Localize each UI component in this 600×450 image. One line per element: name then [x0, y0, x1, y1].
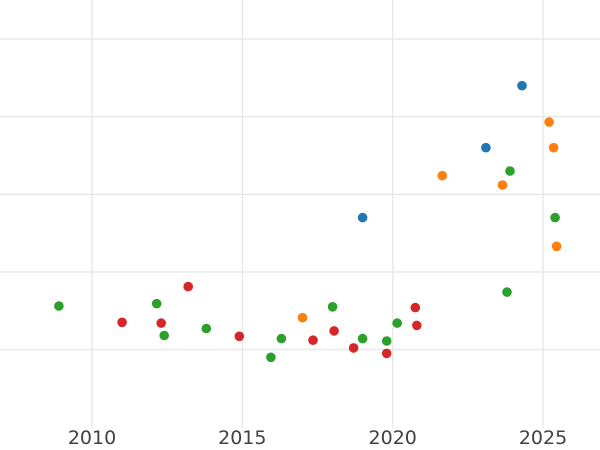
- scatter-point-green: [54, 301, 64, 311]
- x-tick-label: 2020: [369, 427, 417, 449]
- scatter-point-orange: [497, 180, 508, 190]
- scatter-point-orange: [297, 312, 308, 323]
- scatter-point-green: [392, 318, 403, 328]
- scatter-points: [54, 80, 562, 363]
- scatter-point-red: [117, 317, 127, 328]
- scatter-point-red: [183, 281, 193, 292]
- scatter-point-red: [308, 335, 318, 346]
- x-tick-label: 2025: [519, 427, 567, 449]
- scatter-point-green: [201, 323, 212, 334]
- scatter-point-red: [412, 320, 422, 331]
- horizontal-gridlines: [0, 38, 600, 351]
- scatter-point-orange: [544, 117, 554, 127]
- scatter-point-blue: [357, 212, 368, 223]
- scatter-point-green: [502, 287, 512, 297]
- scatter-point-blue: [481, 142, 491, 153]
- scatter-point-orange: [437, 170, 448, 181]
- scatter-point-green: [357, 333, 368, 344]
- scatter-point-red: [348, 343, 359, 353]
- x-tick-label: 2010: [68, 427, 116, 449]
- scatter-point-blue: [517, 80, 527, 91]
- scatter-point-red: [156, 318, 166, 328]
- scatter-point-green: [276, 333, 287, 344]
- vertical-gridlines: [91, 0, 544, 428]
- scatter-point-green: [151, 298, 162, 309]
- scatter-point-orange: [548, 142, 559, 153]
- x-axis-tick-labels: 2010 2015 2020 2025: [68, 427, 567, 449]
- scatter-point-red: [234, 331, 245, 342]
- scatter-point-green: [266, 352, 276, 363]
- scatter-point-red: [410, 302, 421, 313]
- scatter-point-red: [329, 326, 339, 336]
- scatter-point-green: [505, 166, 515, 176]
- scatter-point-green: [159, 330, 169, 341]
- x-tick-label: 2015: [218, 427, 266, 449]
- scatter-point-orange: [551, 241, 562, 252]
- scatter-point-red: [381, 348, 392, 359]
- scatter-point-green: [381, 336, 392, 346]
- scatter-point-green: [550, 212, 560, 223]
- scatter-point-green: [327, 302, 338, 312]
